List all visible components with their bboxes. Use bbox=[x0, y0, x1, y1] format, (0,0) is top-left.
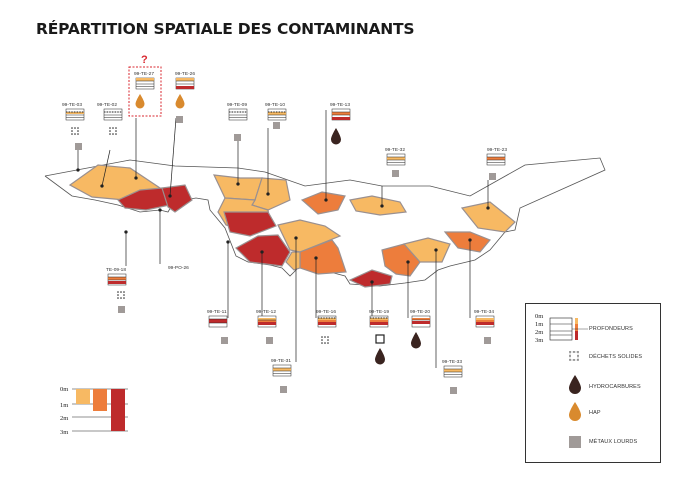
legend-swatch-light bbox=[575, 318, 578, 324]
scale-label-2m: 2m bbox=[60, 415, 68, 422]
dechets-icons bbox=[71, 127, 385, 344]
legend-depth-3m: 3m bbox=[535, 337, 544, 344]
zone-polygon bbox=[443, 231, 491, 253]
label-te13: 99-TE-13 bbox=[330, 102, 350, 108]
sample-labels: 99-TE-03 99-TE-02 99-TE-27 99-TE-26 99-T… bbox=[62, 71, 507, 365]
uncertain-sample-box bbox=[128, 66, 162, 117]
zone-polygon bbox=[223, 211, 277, 237]
legend-swatch-dark bbox=[575, 331, 578, 340]
metaux-icons bbox=[75, 116, 496, 394]
metaux-square-icon bbox=[484, 337, 491, 344]
dechets-solides-icon bbox=[117, 291, 125, 299]
metaux-square-icon bbox=[392, 170, 399, 177]
legend-label-hap: HAP bbox=[589, 410, 601, 416]
label-te32: 99-TE-32 bbox=[385, 147, 405, 153]
legend: 0m 1m 2m 3m PROFONDEURS DÉCHETS SOLIDES … bbox=[525, 303, 661, 463]
legend-depth-0m: 0m bbox=[535, 313, 544, 320]
scale-label-1m: 1m bbox=[60, 402, 68, 409]
scale-label-0m: 0m bbox=[60, 386, 68, 393]
metaux-square-icon bbox=[266, 337, 273, 344]
label-te27: 99-TE-27 bbox=[134, 71, 154, 77]
hydrocarbure-drop-icon bbox=[331, 128, 341, 145]
zone-polygon bbox=[300, 191, 346, 215]
metaux-square-icon bbox=[489, 173, 496, 180]
label-te31: 99-TE-31 bbox=[271, 358, 291, 364]
hap-drop-icon bbox=[135, 94, 145, 109]
scale-bar-medium bbox=[93, 389, 107, 411]
zone-polygon bbox=[460, 201, 516, 233]
dechets-solides-icon bbox=[321, 336, 329, 344]
depth-scale: 0m 1m 2m 3m bbox=[60, 386, 128, 436]
hydrocarbure-icons bbox=[331, 128, 421, 365]
legend-depth-2m: 2m bbox=[535, 329, 544, 336]
zone-polygons bbox=[68, 164, 516, 288]
label-po26: 99-PO-26 bbox=[168, 265, 189, 271]
zone-polygon bbox=[161, 184, 193, 213]
legend-symbols bbox=[549, 317, 588, 448]
zone-polygon bbox=[285, 251, 301, 271]
legend-depth-1m: 1m bbox=[535, 321, 544, 328]
hap-drop-icon bbox=[175, 94, 185, 109]
sample-connectors bbox=[76, 110, 490, 368]
label-te16: 99-TE-16 bbox=[316, 309, 336, 315]
label-te02: 99-TE-02 bbox=[97, 102, 117, 108]
zone-polygon bbox=[235, 234, 291, 267]
legend-label-hydrocarbures: HYDROCARBURES bbox=[589, 384, 641, 390]
label-te34: 99-TE-34 bbox=[474, 309, 494, 315]
label-te12: 99-TE-12 bbox=[256, 309, 276, 315]
zone-polygon bbox=[348, 269, 393, 288]
legend-label-metaux: MÉTAUX LOURDS bbox=[589, 439, 638, 445]
legend-profile-box bbox=[549, 317, 573, 341]
metaux-square-icon bbox=[75, 143, 82, 150]
metaux-square-icon bbox=[234, 134, 241, 141]
scale-label-3m: 3m bbox=[60, 429, 68, 436]
legend-dechets-icon bbox=[569, 351, 579, 361]
zone-polygon bbox=[349, 195, 407, 216]
label-te09: 99-TE-09 bbox=[227, 102, 247, 108]
label-te19: 99-TE-19 bbox=[369, 309, 389, 315]
scale-bar-light bbox=[76, 389, 90, 404]
legend-swatch-medium bbox=[575, 324, 578, 331]
legend-label-dechets: DÉCHETS SOLIDES bbox=[589, 354, 643, 360]
metaux-square-icon bbox=[273, 122, 280, 129]
depth-profiles bbox=[65, 77, 506, 378]
label-te11: 99-TE-11 bbox=[207, 309, 227, 315]
page-title: RÉPARTITION SPATIALE DES CONTAMINANTS bbox=[36, 20, 415, 38]
label-te33: 99-TE-33 bbox=[442, 359, 462, 365]
hydrocarbure-drop-icon bbox=[411, 332, 421, 349]
dechets-solides-icon bbox=[71, 127, 79, 135]
legend-hap-icon bbox=[569, 402, 581, 421]
metaux-square-icon bbox=[176, 116, 183, 123]
label-te20: 99-TE-20 bbox=[410, 309, 430, 315]
zone-polygon bbox=[277, 219, 342, 253]
label-te26: 99-TE-26 bbox=[175, 71, 195, 77]
label-te18: TE-09-18 bbox=[106, 267, 126, 273]
question-mark: ? bbox=[141, 54, 148, 66]
metaux-square-icon bbox=[450, 387, 457, 394]
metaux-square-icon bbox=[118, 306, 125, 313]
dechets-solides-icon bbox=[375, 334, 385, 344]
label-te03: 99-TE-03 bbox=[62, 102, 82, 108]
legend-label-profondeurs: PROFONDEURS bbox=[589, 326, 633, 332]
zone-polygon bbox=[402, 237, 451, 263]
metaux-square-icon bbox=[280, 386, 287, 393]
dechets-solides-icon bbox=[109, 127, 117, 135]
legend-metaux-icon bbox=[569, 436, 581, 448]
hydrocarbure-drop-icon bbox=[375, 348, 385, 365]
hap-icons bbox=[135, 94, 185, 109]
metaux-square-icon bbox=[221, 337, 228, 344]
scale-bar-dark bbox=[111, 389, 125, 431]
label-te10: 99-TE-10 bbox=[265, 102, 285, 108]
label-te23: 99-TE-23 bbox=[487, 147, 507, 153]
legend-hydrocarbure-icon bbox=[569, 375, 581, 394]
